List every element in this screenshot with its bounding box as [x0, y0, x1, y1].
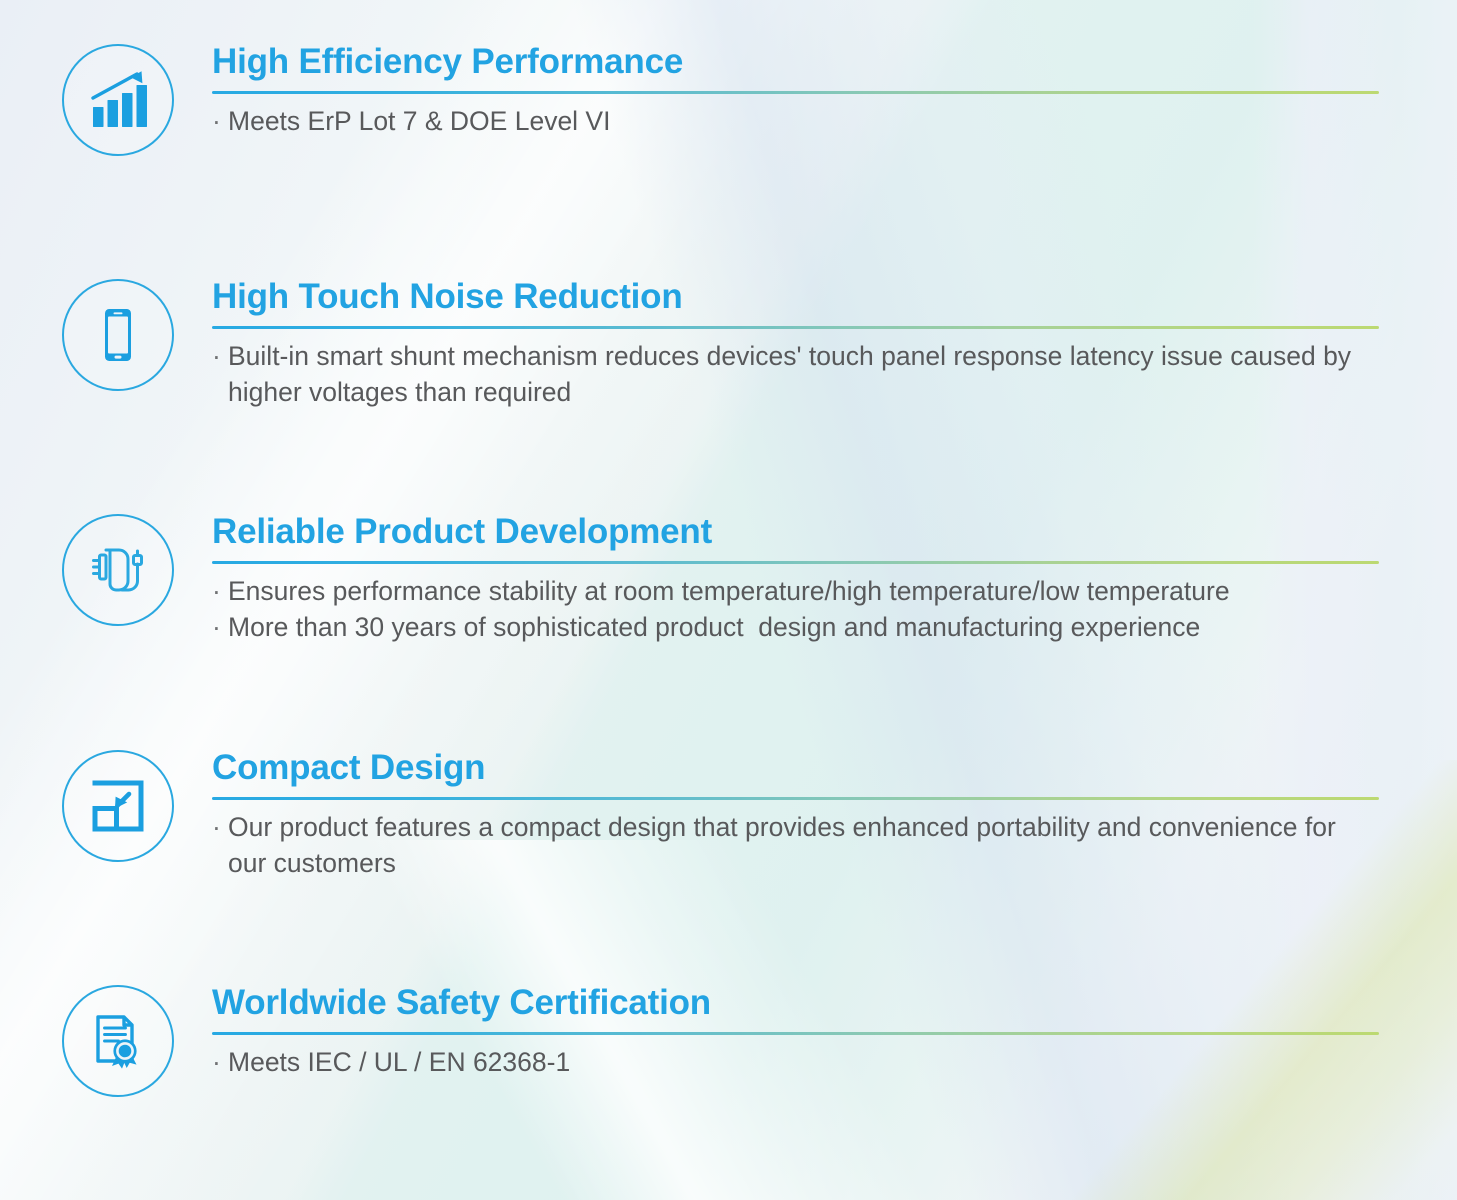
- feature-bullets: · Our product features a compact design …: [212, 809, 1379, 881]
- feature-title: Reliable Product Development: [212, 512, 713, 551]
- feature-icon-wrap: [57, 514, 179, 626]
- bullet-marker: ·: [212, 1046, 221, 1077]
- bullet-text: Our product features a compact design th…: [228, 811, 1344, 878]
- feature-title: Compact Design: [212, 748, 486, 787]
- feature-title: High Touch Noise Reduction: [212, 277, 683, 316]
- feature-icon-wrap: [57, 750, 179, 862]
- compact-resize-icon: [62, 750, 174, 862]
- feature-icon-wrap: [57, 279, 179, 391]
- feature-bullets: · Meets IEC / UL / EN 62368-1: [212, 1044, 1379, 1080]
- feature-title: Worldwide Safety Certification: [212, 983, 711, 1022]
- background-white-sheen: [0, 840, 1037, 1200]
- bullet-item: · Our product features a compact design …: [212, 809, 1379, 881]
- bullet-item: · Meets IEC / UL / EN 62368-1: [212, 1044, 1379, 1080]
- feature-item-worldwide-safety-certification: Worldwide Safety Certification · Meets I…: [0, 983, 1457, 1097]
- feature-body: Reliable Product Development · Ensures p…: [212, 512, 1457, 645]
- feature-divider: [212, 796, 1379, 800]
- feature-divider: [212, 560, 1379, 564]
- feature-bullets: · Meets ErP Lot 7 & DOE Level VI: [212, 103, 1379, 139]
- bullet-marker: ·: [212, 340, 221, 371]
- feature-item-reliable-product-development: Reliable Product Development · Ensures p…: [0, 512, 1457, 645]
- feature-item-high-efficiency-performance: High Efficiency Performance · Meets ErP …: [0, 42, 1457, 156]
- feature-body: Worldwide Safety Certification · Meets I…: [212, 983, 1457, 1080]
- feature-title: High Efficiency Performance: [212, 42, 684, 81]
- feature-bullets: · Ensures performance stability at room …: [212, 573, 1379, 645]
- feature-divider: [212, 90, 1379, 94]
- certificate-award-icon: [62, 985, 174, 1097]
- feature-icon-wrap: [57, 985, 179, 1097]
- bullet-text: More than 30 years of sophisticated prod…: [228, 611, 1201, 642]
- bullet-marker: ·: [212, 105, 221, 136]
- feature-item-high-touch-noise-reduction: High Touch Noise Reduction · Built-in sm…: [0, 277, 1457, 410]
- bullet-text: Ensures performance stability at room te…: [228, 575, 1230, 606]
- bullet-text: Meets IEC / UL / EN 62368-1: [228, 1046, 571, 1077]
- power-adapter-icon: [62, 514, 174, 626]
- feature-body: Compact Design · Our product features a …: [212, 748, 1457, 881]
- bullet-marker: ·: [212, 811, 221, 842]
- bullet-item: · Built-in smart shunt mechanism reduces…: [212, 338, 1379, 410]
- feature-body: High Efficiency Performance · Meets ErP …: [212, 42, 1457, 139]
- bar-chart-growth-icon: [62, 44, 174, 156]
- bullet-item: · Ensures performance stability at room …: [212, 573, 1379, 609]
- bullet-item: · Meets ErP Lot 7 & DOE Level VI: [212, 103, 1379, 139]
- feature-divider: [212, 325, 1379, 329]
- bullet-marker: ·: [212, 575, 221, 606]
- bullet-marker: ·: [212, 611, 221, 642]
- bullet-item: · More than 30 years of sophisticated pr…: [212, 609, 1379, 645]
- feature-body: High Touch Noise Reduction · Built-in sm…: [212, 277, 1457, 410]
- feature-divider: [212, 1031, 1379, 1035]
- feature-icon-wrap: [57, 44, 179, 156]
- smartphone-icon: [62, 279, 174, 391]
- bullet-text: Meets ErP Lot 7 & DOE Level VI: [228, 105, 611, 136]
- bullet-text: Built-in smart shunt mechanism reduces d…: [228, 340, 1359, 407]
- feature-bullets: · Built-in smart shunt mechanism reduces…: [212, 338, 1379, 410]
- feature-item-compact-design: Compact Design · Our product features a …: [0, 748, 1457, 881]
